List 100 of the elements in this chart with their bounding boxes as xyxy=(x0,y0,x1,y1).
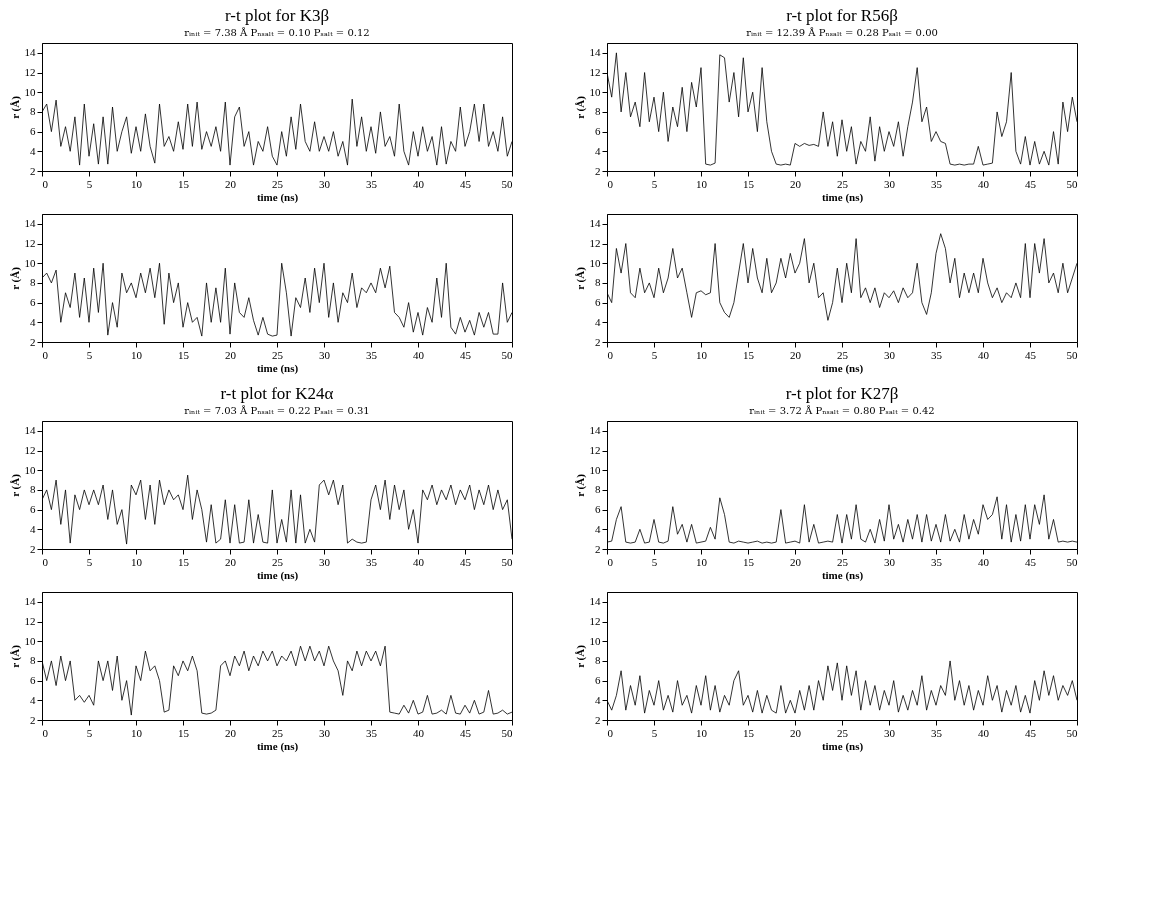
x-tick-label: 20 xyxy=(790,555,802,568)
y-tick-label: 2 xyxy=(30,164,36,177)
y-tick-label: 2 xyxy=(595,713,601,726)
y-tick-label: 10 xyxy=(24,463,36,476)
y-tick-label: 4 xyxy=(595,144,601,157)
x-tick-label: 20 xyxy=(790,726,802,739)
x-tick-label: 10 xyxy=(131,348,143,361)
x-tick-label: 20 xyxy=(225,726,237,739)
x-axis-title: time (ns) xyxy=(821,739,864,753)
chart-subtitle: rᵢₙᵢₜ = 3.72 Å Pₙₛₐₗₜ = 0.80 Pₛₐₗₜ = 0.42 xyxy=(749,405,935,416)
x-tick-label: 30 xyxy=(319,555,331,568)
x-tick-label: 15 xyxy=(743,177,755,190)
x-tick-label: 45 xyxy=(1025,726,1037,739)
x-tick-label: 45 xyxy=(1025,348,1037,361)
x-tick-label: 5 xyxy=(651,555,658,568)
y-tick-label: 14 xyxy=(24,217,36,230)
y-axis-title: r (Å) xyxy=(8,266,22,290)
x-tick-label: 30 xyxy=(884,555,896,568)
y-tick-label: 4 xyxy=(30,522,36,535)
x-tick-label: 30 xyxy=(884,726,896,739)
y-tick-label: 6 xyxy=(30,674,36,687)
y-axis-title: r (Å) xyxy=(573,644,587,668)
x-tick-label: 5 xyxy=(86,348,93,361)
y-tick-label: 2 xyxy=(595,164,601,177)
x-tick-label: 35 xyxy=(931,177,943,190)
y-axis-title: r (Å) xyxy=(573,473,587,497)
y-tick-label: 10 xyxy=(589,85,601,98)
y-tick-label: 12 xyxy=(24,237,36,250)
x-tick-label: 35 xyxy=(366,177,378,190)
chart-subtitle: rᵢₙᵢₜ = 12.39 Å Pₙₛₐₗₜ = 0.28 Pₛₐₗₜ = 0.00 xyxy=(746,27,938,38)
x-tick-label: 20 xyxy=(225,555,237,568)
x-tick-label: 50 xyxy=(1066,726,1078,739)
x-tick-label: 25 xyxy=(837,726,849,739)
y-tick-label: 8 xyxy=(595,483,601,496)
x-tick-label: 0 xyxy=(42,348,49,361)
x-tick-label: 0 xyxy=(42,177,49,190)
y-tick-label: 2 xyxy=(30,335,36,348)
x-tick-label: 0 xyxy=(607,555,614,568)
y-tick-label: 8 xyxy=(30,276,36,289)
y-tick-label: 10 xyxy=(589,463,601,476)
x-tick-label: 15 xyxy=(178,726,190,739)
x-tick-label: 20 xyxy=(790,348,802,361)
x-tick-label: 35 xyxy=(931,555,943,568)
y-tick-label: 12 xyxy=(589,66,601,79)
y-tick-label: 12 xyxy=(589,237,601,250)
y-tick-label: 12 xyxy=(24,66,36,79)
chart-subtitle: rᵢₙᵢₜ = 7.38 Å Pₙₛₐₗₜ = 0.10 Pₛₐₗₜ = 0.12 xyxy=(184,27,370,38)
x-tick-label: 35 xyxy=(931,726,943,739)
y-tick-label: 10 xyxy=(589,634,601,647)
x-tick-label: 0 xyxy=(42,726,49,739)
x-tick-label: 35 xyxy=(366,348,378,361)
y-tick-label: 2 xyxy=(30,542,36,555)
y-tick-label: 6 xyxy=(30,125,36,138)
x-tick-label: 15 xyxy=(743,348,755,361)
x-tick-label: 45 xyxy=(1025,177,1037,190)
y-tick-label: 10 xyxy=(24,85,36,98)
x-tick-label: 50 xyxy=(1066,177,1078,190)
y-tick-label: 2 xyxy=(595,542,601,555)
x-tick-label: 0 xyxy=(42,555,49,568)
y-tick-label: 14 xyxy=(24,595,36,608)
x-tick-label: 50 xyxy=(501,348,513,361)
y-tick-label: 12 xyxy=(589,444,601,457)
y-tick-label: 8 xyxy=(595,276,601,289)
y-tick-label: 14 xyxy=(589,424,601,437)
x-axis-title: time (ns) xyxy=(256,361,299,375)
x-tick-label: 25 xyxy=(272,555,284,568)
x-tick-label: 45 xyxy=(460,726,472,739)
chart-subtitle: rᵢₙᵢₜ = 7.03 Å Pₙₛₐₗₜ = 0.22 Pₛₐₗₜ = 0.31 xyxy=(184,405,370,416)
chart-title: r-t plot for K27β xyxy=(785,384,899,403)
x-tick-label: 50 xyxy=(501,177,513,190)
x-tick-label: 40 xyxy=(978,348,990,361)
x-tick-label: 10 xyxy=(131,177,143,190)
x-tick-label: 25 xyxy=(837,348,849,361)
y-tick-label: 12 xyxy=(24,444,36,457)
y-tick-label: 4 xyxy=(595,315,601,328)
y-tick-label: 6 xyxy=(595,674,601,687)
x-tick-label: 15 xyxy=(178,348,190,361)
x-tick-label: 25 xyxy=(272,726,284,739)
x-tick-label: 40 xyxy=(978,726,990,739)
x-tick-label: 0 xyxy=(607,348,614,361)
y-tick-label: 14 xyxy=(589,46,601,59)
y-tick-label: 4 xyxy=(30,144,36,157)
x-axis-title: time (ns) xyxy=(821,361,864,375)
x-axis-title: time (ns) xyxy=(256,739,299,753)
x-tick-label: 20 xyxy=(225,348,237,361)
x-tick-label: 0 xyxy=(607,726,614,739)
x-tick-label: 40 xyxy=(413,555,425,568)
x-tick-label: 35 xyxy=(931,348,943,361)
y-tick-label: 4 xyxy=(595,693,601,706)
x-tick-label: 45 xyxy=(460,555,472,568)
x-tick-label: 40 xyxy=(413,726,425,739)
y-tick-label: 10 xyxy=(24,634,36,647)
y-tick-label: 8 xyxy=(30,105,36,118)
y-tick-label: 4 xyxy=(595,522,601,535)
x-tick-label: 30 xyxy=(319,726,331,739)
x-tick-label: 10 xyxy=(696,348,708,361)
y-tick-label: 14 xyxy=(589,217,601,230)
x-tick-label: 5 xyxy=(651,348,658,361)
x-tick-label: 50 xyxy=(501,726,513,739)
y-tick-label: 8 xyxy=(30,483,36,496)
